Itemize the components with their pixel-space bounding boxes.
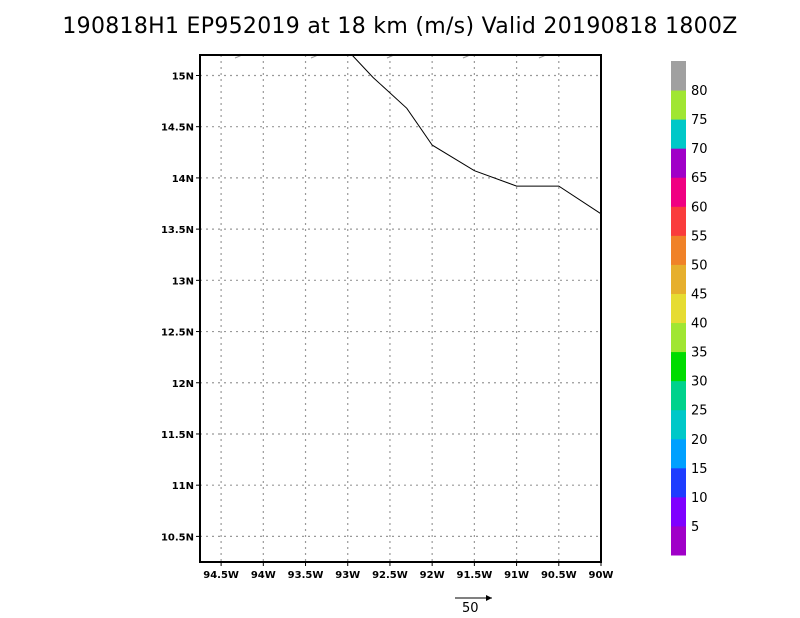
lat-tick-label: 14N (172, 174, 194, 185)
lat-tick-label: 13.5N (161, 225, 194, 236)
colorbar-swatch (671, 380, 686, 411)
lon-tick-label: 92.5W (372, 570, 408, 581)
lat-tick-label: 14.5N (161, 123, 194, 134)
lat-tick-label: 13N (172, 276, 194, 287)
colorbar-swatch (671, 351, 686, 382)
lat-tick-label: 12.5N (161, 328, 194, 339)
colorbar-label: 40 (691, 317, 708, 332)
colorbar-swatch (671, 496, 686, 527)
colorbar-label: 20 (691, 433, 708, 448)
colorbar-label: 65 (691, 171, 708, 186)
colorbar-swatch (671, 322, 686, 353)
axis-ticks: 94.5W 94W 93.5W 93W 92.5W 92W 91.5W 91W 90.5W 90W… (161, 71, 614, 581)
colorbar-label: 15 (691, 462, 708, 477)
lon-tick-label: 92W (420, 570, 445, 581)
lat-tick-label: 11.5N (161, 430, 194, 441)
colorbar-label: 75 (691, 113, 708, 128)
coastline (351, 54, 602, 215)
colorbar-swatch (671, 61, 686, 91)
colorbar-swatch (671, 293, 686, 324)
colorbar-swatch (671, 90, 686, 120)
colorbar-swatch (671, 438, 686, 469)
colorbar-label: 30 (691, 375, 708, 390)
lat-tick-label: 15N (172, 71, 194, 82)
lon-tick-label: 90.5W (541, 570, 577, 581)
colorbar-label: 5 (691, 520, 699, 535)
colorbar-swatch (671, 409, 686, 440)
colorbar-swatch (671, 467, 686, 498)
colorbar: 5 10 15 20 25 30 35 40 45 50 55 60 65 70 75 80 (671, 61, 708, 556)
colorbar-label: 25 (691, 404, 708, 419)
grid-lines (200, 55, 602, 562)
scale-vector: 50 (455, 595, 492, 616)
colorbar-label: 50 (691, 258, 708, 273)
colorbar-label: 45 (691, 287, 708, 302)
colorbar-swatch (671, 206, 686, 236)
lon-tick-label: 91.5W (457, 570, 493, 581)
plot-frame (199, 54, 602, 563)
scale-arrow-head (486, 595, 492, 601)
colorbar-label: 35 (691, 346, 708, 361)
colorbar-label: 80 (691, 84, 708, 99)
lat-tick-label: 12N (172, 379, 194, 390)
colorbar-label: 55 (691, 229, 708, 244)
lon-tick-label: 93.5W (288, 570, 324, 581)
lon-tick-label: 94.5W (203, 570, 239, 581)
lon-tick-label: 93W (335, 570, 360, 581)
colorbar-swatch (671, 235, 686, 265)
lon-tick-label: 94W (251, 570, 276, 581)
colorbar-swatch (671, 525, 686, 556)
map-title: 190818H1 EP952019 at 18 km (m/s) Valid 2… (62, 14, 738, 39)
plot-area: 94.5W 94W 93.5W 93W 92.5W 92W 91.5W 91W 90.5W 90W… (161, 53, 614, 581)
colorbar-label: 10 (691, 491, 708, 506)
scale-vector-label: 50 (462, 601, 479, 616)
lon-tick-label: 91W (504, 570, 529, 581)
colorbar-swatch (671, 264, 686, 294)
colorbar-swatch (671, 148, 686, 178)
colorbar-swatch (671, 177, 686, 207)
colorbar-label: 60 (691, 200, 708, 215)
lat-tick-label: 11N (172, 481, 194, 492)
lat-tick-label: 10.5N (161, 532, 194, 543)
lon-tick-label: 90W (589, 570, 614, 581)
colorbar-label: 70 (691, 142, 708, 157)
colorbar-swatch (671, 119, 686, 149)
